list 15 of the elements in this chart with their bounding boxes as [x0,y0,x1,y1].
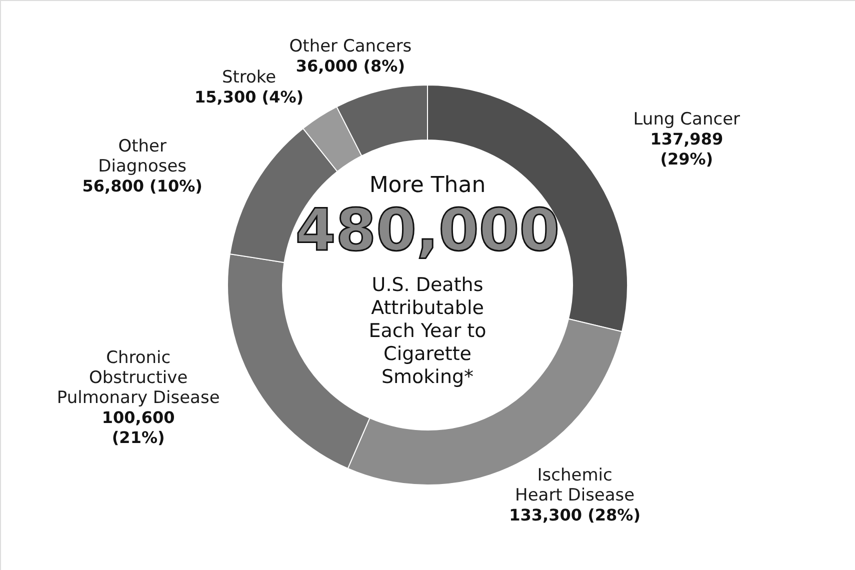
data-label: 15,300 (4%) [194,87,304,106]
slice-label: Other Diagnoses [98,136,187,177]
slice-label: Lung Cancer [633,110,740,130]
data-label: 137,989 (29%) [650,130,724,169]
slice-label: Ischemic Heart Disease [515,465,635,506]
text: 480,000 [295,196,560,264]
text: U.S. Deaths Attributable Each Year to Cigarette Smoking* [368,274,486,388]
data-label: 133,300 (28%) [509,505,641,524]
slice-label: Stroke [222,67,276,88]
slice-label: Other Cancers [289,36,412,56]
data-label: 56,800 (10%) [82,176,202,196]
text: More Than [369,173,486,198]
data-label: 100,600 (21%) [102,408,175,448]
data-label: 36,000 (8%) [296,56,406,76]
slice-label: Chronic Obstructive Pulmonary Disease [56,348,220,408]
